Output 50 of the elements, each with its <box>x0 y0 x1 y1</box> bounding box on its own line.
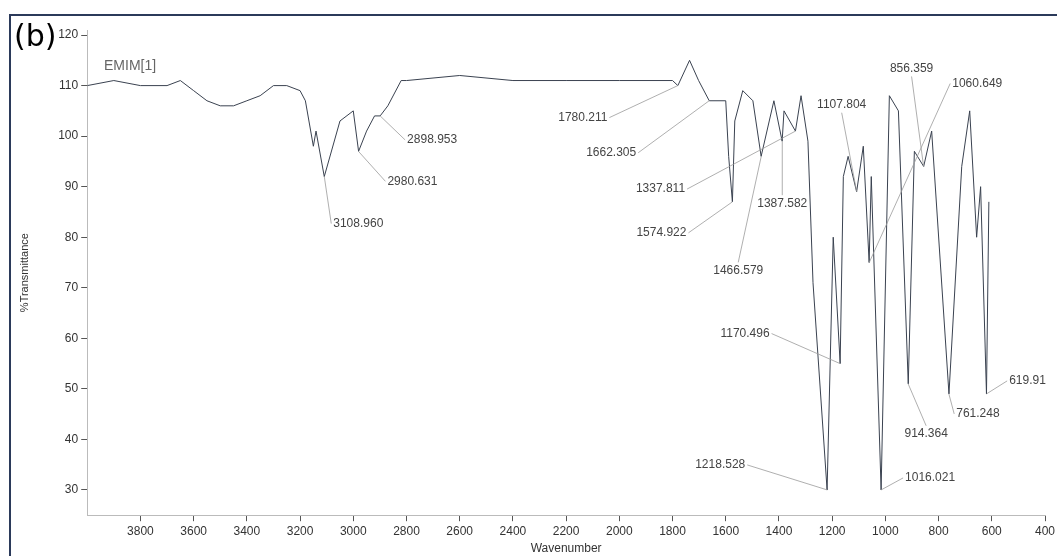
annotation: EMIM[1] <box>104 57 157 73</box>
x-tick-label: 3000 <box>339 523 367 538</box>
x-tick-label: 3600 <box>180 523 208 538</box>
annotation: 1016.021 <box>905 470 956 485</box>
annotation: 856.359 <box>889 60 934 75</box>
y-axis-title: %Transmittance <box>17 233 30 313</box>
x-tick-label: 3400 <box>233 523 261 538</box>
x-tick-label: 600 <box>981 523 1003 538</box>
annotation: 1218.528 <box>695 457 746 472</box>
y-tick-label: 80 <box>64 229 79 244</box>
annotation: 2980.631 <box>387 173 438 188</box>
y-tick-label: 30 <box>64 482 79 497</box>
y-tick-label: 70 <box>64 280 79 295</box>
annotation: 1466.579 <box>713 262 764 277</box>
y-tick-label: 110 <box>59 77 79 92</box>
annotation: 1780.211 <box>558 109 608 124</box>
x-tick-label: 2400 <box>499 523 527 538</box>
annotation: 1170.496 <box>720 325 770 340</box>
y-tick-label: 90 <box>64 178 79 193</box>
annotation: 1387.582 <box>757 195 808 210</box>
x-tick-label: 1400 <box>765 523 793 538</box>
x-tick-label: 800 <box>928 523 949 538</box>
x-tick-label: 2200 <box>552 523 580 538</box>
x-tick-label: 2600 <box>446 523 474 538</box>
annotation: 1662.305 <box>586 145 637 160</box>
annotation: 619.91 <box>1009 373 1047 388</box>
x-axis-title: Wavenumber <box>530 541 602 556</box>
y-tick-label: 100 <box>58 128 79 143</box>
annotation: 3108.960 <box>333 215 384 230</box>
y-tick-label: 60 <box>64 330 79 345</box>
x-tick-label: 1200 <box>818 523 846 538</box>
y-tick-label: 40 <box>64 431 79 446</box>
x-tick-label: 1000 <box>872 523 900 538</box>
annotation: 914.364 <box>904 426 949 441</box>
x-tick-label: 1600 <box>712 523 740 538</box>
text: (b) <box>14 18 57 53</box>
annotation: 1107.804 <box>817 97 867 112</box>
x-tick-label: 1800 <box>659 523 687 538</box>
annotation: 1574.922 <box>636 225 687 240</box>
annotation: 761.248 <box>956 406 1000 421</box>
y-tick-label: 50 <box>64 381 79 396</box>
x-tick-label: 3200 <box>286 523 314 538</box>
x-tick-label: 2800 <box>393 523 421 538</box>
annotation: 1337.811 <box>635 181 686 196</box>
x-tick-label: 3800 <box>127 523 155 538</box>
annotation: 1060.649 <box>952 75 1003 90</box>
annotation: 2898.953 <box>407 132 458 147</box>
x-tick-label: 400 <box>1034 523 1056 538</box>
x-tick-label: 2000 <box>605 523 633 538</box>
y-tick-label: 120 <box>58 27 79 42</box>
